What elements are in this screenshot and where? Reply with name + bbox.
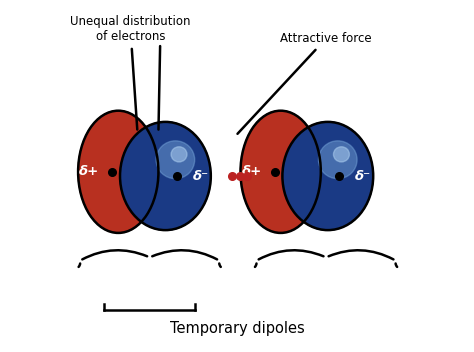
Ellipse shape <box>171 147 187 162</box>
Text: δ+: δ+ <box>242 165 262 178</box>
Text: δ+: δ+ <box>79 165 100 178</box>
Ellipse shape <box>240 111 321 233</box>
Ellipse shape <box>283 122 373 230</box>
Text: δ⁻: δ⁻ <box>193 170 209 182</box>
Text: Temporary dipoles: Temporary dipoles <box>170 321 304 336</box>
Text: Attractive force: Attractive force <box>237 32 372 134</box>
Ellipse shape <box>78 111 158 233</box>
Ellipse shape <box>120 122 211 230</box>
Text: δ⁻: δ⁻ <box>355 170 371 182</box>
Text: Unequal distribution
of electrons: Unequal distribution of electrons <box>70 15 191 130</box>
Ellipse shape <box>334 147 349 162</box>
Ellipse shape <box>319 141 357 179</box>
Ellipse shape <box>156 141 195 179</box>
